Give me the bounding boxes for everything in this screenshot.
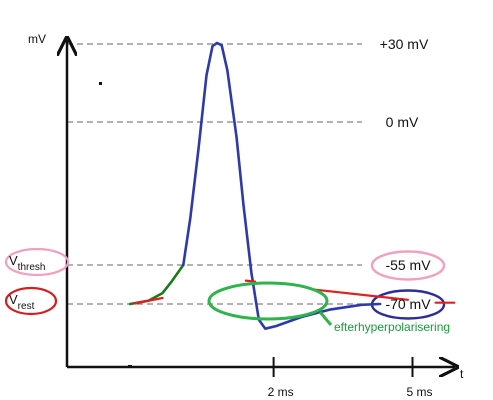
- left-label-circle-1: [4, 286, 58, 316]
- level-label-1: 0 mV: [386, 114, 419, 130]
- x-axis-label: t: [460, 367, 464, 381]
- accent-stroke-0: [133, 296, 164, 305]
- level-label-3: -70 mV: [385, 296, 431, 312]
- left-label-circle-0: [4, 247, 70, 277]
- stray-mark: [128, 365, 132, 367]
- afterhyperpolarization-ellipse: [207, 281, 329, 321]
- x-tick-label-0: 2 ms: [268, 385, 294, 399]
- level-circle-2: [370, 250, 446, 281]
- left-label-0: Vthresh: [9, 253, 45, 273]
- accent-stroke-2: [314, 288, 409, 301]
- level-label-0: +30 mV: [380, 36, 429, 52]
- series-line-1: [182, 41, 382, 330]
- annotation-pointer: [318, 311, 333, 326]
- y-axis-label: mV: [28, 32, 46, 46]
- annotation-label: efterhyperpolarisering: [334, 320, 450, 334]
- left-label-1: Vrest: [9, 292, 35, 312]
- x-tick-label-1: 5 ms: [406, 385, 432, 399]
- level-label-2: -55 mV: [385, 257, 431, 273]
- stray-dot: [99, 82, 102, 85]
- accent-stroke-1: [244, 279, 257, 283]
